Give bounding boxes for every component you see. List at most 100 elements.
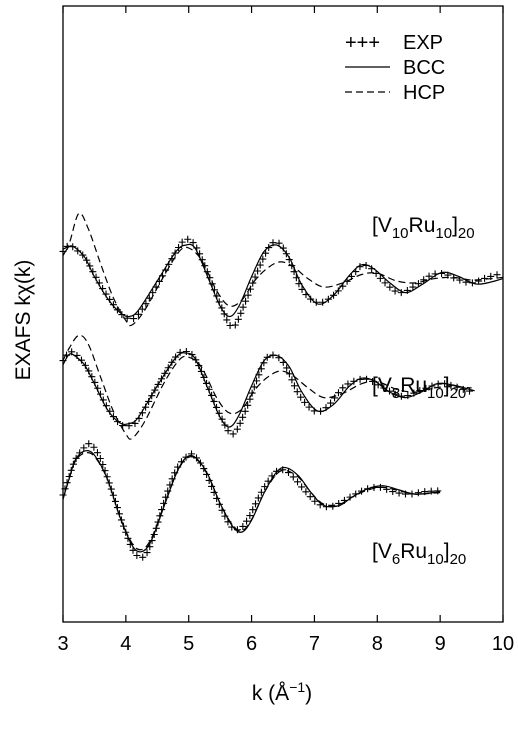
exp-point [93, 449, 101, 457]
plot-area-border [62, 5, 504, 623]
exp-point [109, 301, 117, 309]
exp-point [327, 399, 335, 407]
curves-layer [59, 212, 504, 561]
exp-point [302, 488, 310, 496]
exp-point [234, 315, 242, 323]
legend-symbol-markers: +++ [345, 32, 380, 54]
x-tick-label: 7 [309, 633, 320, 655]
series-exp-markers [59, 235, 501, 329]
panel-3-curves [59, 440, 442, 561]
x-tick-label: 8 [372, 633, 383, 655]
exp-point [311, 497, 319, 505]
panel-2-curves [59, 334, 475, 440]
exp-point [182, 347, 190, 355]
panel-label: [V10Ru10]20 [372, 214, 475, 242]
legend-label: HCP [403, 82, 445, 104]
exp-point [425, 272, 433, 280]
exp-point [90, 443, 98, 451]
x-tick-label: 9 [435, 633, 446, 655]
exp-point [386, 283, 394, 291]
exp-point [257, 488, 265, 496]
legend-entry-exp: +++ EXP [345, 32, 443, 54]
exp-point [344, 380, 352, 388]
exp-point [249, 279, 257, 287]
exp-point [256, 261, 264, 269]
exp-point [395, 489, 403, 497]
exp-point [189, 239, 197, 247]
exp-point [312, 298, 320, 306]
exp-point [249, 506, 257, 514]
exp-point [306, 493, 314, 501]
exp-point [414, 280, 422, 288]
exp-point [289, 473, 297, 481]
exp-point [74, 247, 82, 255]
exp-point [290, 382, 298, 390]
exp-point [223, 316, 231, 324]
exp-point [138, 305, 146, 313]
legend-entry-bcc: BCC [345, 57, 445, 79]
exp-point [233, 425, 241, 433]
legend-label: EXP [403, 32, 443, 54]
x-tick-label: 6 [246, 633, 257, 655]
exp-point [475, 277, 483, 285]
series-hcp-line [62, 334, 472, 440]
exp-point [385, 387, 393, 395]
exp-point [293, 388, 301, 396]
exp-point [246, 512, 254, 520]
legend-entry-hcp: HCP [345, 82, 445, 104]
exp-point [254, 267, 262, 275]
x-axis-label: k (Å−1) [252, 679, 312, 705]
exp-point [307, 295, 315, 303]
legend: +++ EXP BCC HCP [345, 32, 445, 104]
series-hcp-line [62, 212, 504, 327]
exp-point [239, 303, 247, 311]
exp-point [334, 287, 342, 295]
y-axis-label: EXAFS kχ(k) [12, 260, 35, 381]
exp-point [242, 297, 250, 305]
exp-point [285, 370, 293, 378]
exp-point [244, 291, 252, 299]
exp-point [243, 517, 251, 525]
exp-point [254, 494, 262, 502]
exp-point [80, 444, 88, 452]
exp-point [334, 389, 342, 397]
exp-point [231, 321, 239, 329]
exp-point [96, 454, 104, 462]
exp-point [298, 483, 306, 491]
exp-point [85, 440, 93, 448]
exp-point [288, 376, 296, 384]
series-bcc-line [62, 243, 504, 318]
plot-frame [62, 5, 504, 623]
exp-point [283, 364, 291, 372]
exp-point [133, 552, 141, 559]
exp-point [239, 413, 247, 421]
exp-point [294, 478, 302, 486]
exp-point [77, 356, 85, 364]
series-bcc-line [62, 352, 475, 428]
panel-1-curves [59, 212, 504, 329]
x-tick-label: 3 [57, 633, 68, 655]
exp-point [236, 419, 244, 427]
exp-point [184, 235, 192, 243]
x-axis-ticks: 3 4 5 6 7 8 9 10 [57, 6, 514, 655]
exp-point [414, 489, 422, 497]
exp-point [391, 287, 399, 295]
exp-point [297, 393, 305, 401]
panel-label: [V8Ru10]20 [372, 374, 466, 402]
exp-point [409, 283, 417, 291]
series-hcp-line [62, 452, 441, 551]
exp-point [259, 255, 267, 263]
exp-point [237, 309, 245, 317]
panel-label: [V6Ru10]20 [372, 540, 466, 568]
exp-point [229, 430, 237, 438]
x-tick-label: 5 [183, 633, 194, 655]
exp-point [178, 238, 186, 246]
exp-point [130, 315, 138, 323]
exp-point [239, 522, 247, 530]
exp-point [383, 485, 391, 493]
exp-point [290, 268, 298, 276]
exp-point [305, 403, 313, 411]
exp-point [493, 271, 501, 279]
exp-point [139, 553, 147, 561]
